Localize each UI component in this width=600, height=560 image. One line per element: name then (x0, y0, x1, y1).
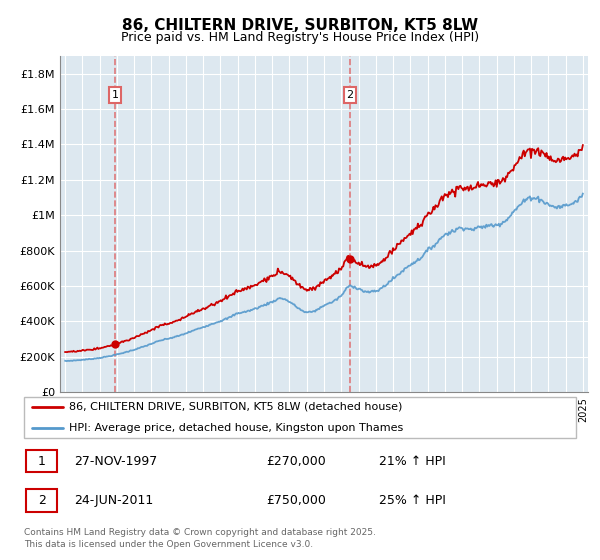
Text: 1: 1 (38, 455, 46, 468)
Text: £750,000: £750,000 (266, 494, 326, 507)
Text: Contains HM Land Registry data © Crown copyright and database right 2025.
This d: Contains HM Land Registry data © Crown c… (23, 528, 376, 549)
FancyBboxPatch shape (26, 489, 58, 512)
Text: 2: 2 (346, 90, 353, 100)
Text: 24-JUN-2011: 24-JUN-2011 (74, 494, 154, 507)
Text: £270,000: £270,000 (266, 455, 326, 468)
FancyBboxPatch shape (23, 396, 577, 438)
Text: 25% ↑ HPI: 25% ↑ HPI (379, 494, 446, 507)
Text: Price paid vs. HM Land Registry's House Price Index (HPI): Price paid vs. HM Land Registry's House … (121, 31, 479, 44)
Text: HPI: Average price, detached house, Kingston upon Thames: HPI: Average price, detached house, King… (69, 422, 403, 432)
Text: 86, CHILTERN DRIVE, SURBITON, KT5 8LW (detached house): 86, CHILTERN DRIVE, SURBITON, KT5 8LW (d… (69, 402, 402, 412)
Text: 27-NOV-1997: 27-NOV-1997 (74, 455, 158, 468)
Text: 86, CHILTERN DRIVE, SURBITON, KT5 8LW: 86, CHILTERN DRIVE, SURBITON, KT5 8LW (122, 18, 478, 33)
FancyBboxPatch shape (26, 450, 58, 473)
Text: 1: 1 (112, 90, 119, 100)
Text: 21% ↑ HPI: 21% ↑ HPI (379, 455, 446, 468)
Text: 2: 2 (38, 494, 46, 507)
